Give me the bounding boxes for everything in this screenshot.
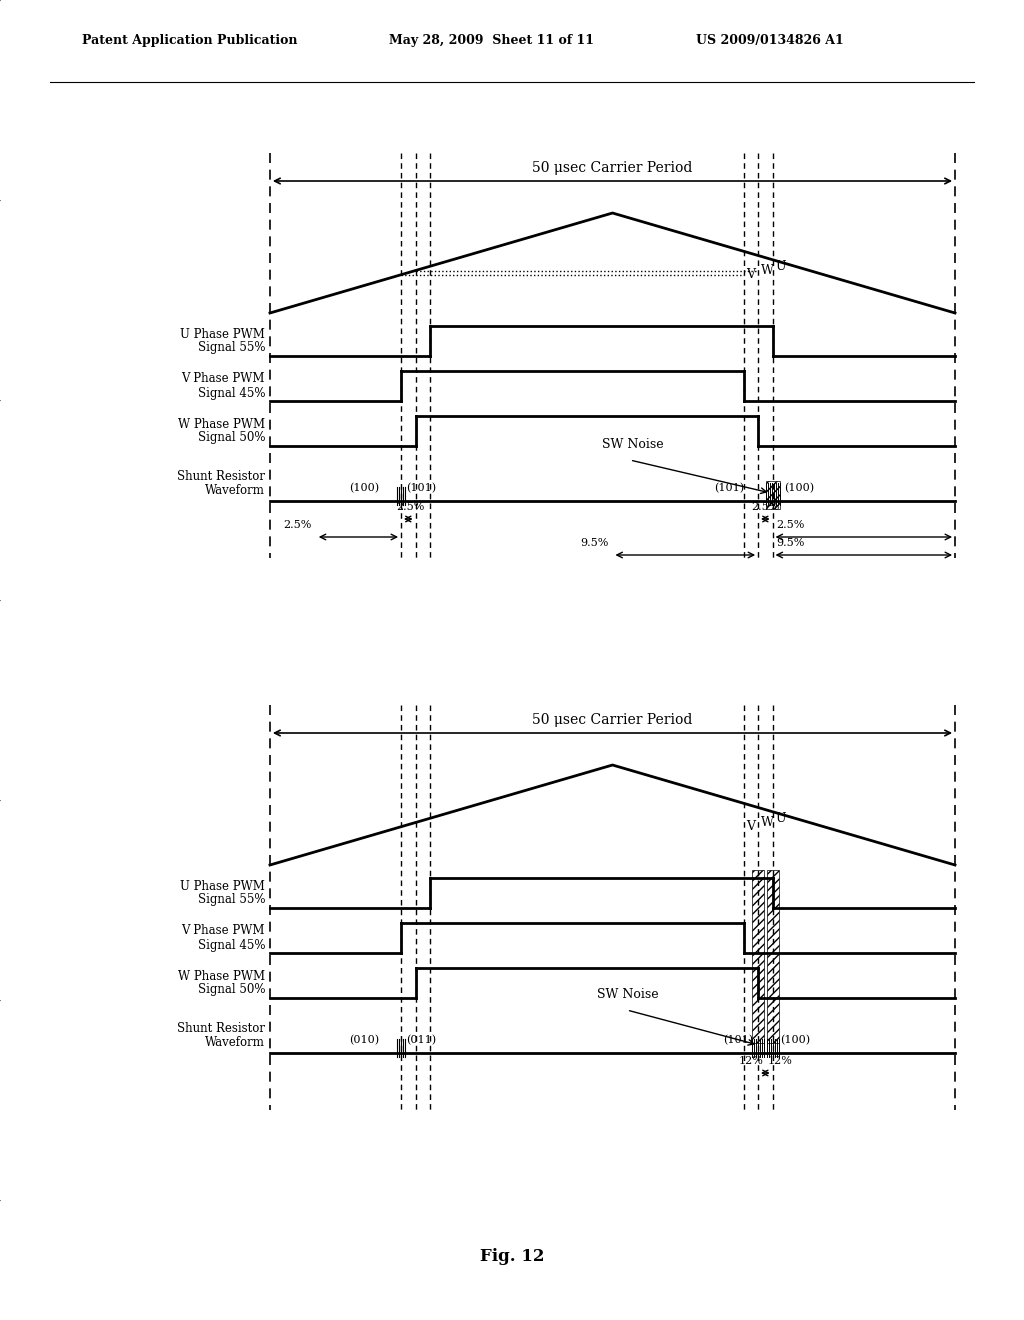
Text: V: V	[746, 820, 756, 833]
Text: V Phase PWM: V Phase PWM	[181, 924, 265, 937]
Text: (011): (011)	[406, 1035, 436, 1045]
Text: 9.5%: 9.5%	[776, 539, 805, 548]
Text: Signal 45%: Signal 45%	[198, 939, 265, 952]
Text: Signal 55%: Signal 55%	[198, 894, 265, 907]
Text: 2.5%: 2.5%	[284, 520, 312, 531]
Text: Patent Application Publication: Patent Application Publication	[82, 34, 297, 48]
Text: 50 μsec Carrier Period: 50 μsec Carrier Period	[532, 161, 692, 176]
Text: V: V	[746, 268, 756, 281]
Text: Fig. 12: Fig. 12	[480, 1247, 544, 1265]
Text: Shunt Resistor: Shunt Resistor	[177, 470, 265, 483]
Text: Signal 50%: Signal 50%	[198, 432, 265, 445]
Bar	[767, 870, 778, 1043]
Text: Waveform: Waveform	[205, 1035, 265, 1048]
Text: (010): (010)	[349, 1035, 379, 1045]
Text: 2.5%: 2.5%	[396, 502, 425, 512]
Text: SW Noise: SW Noise	[597, 987, 658, 1001]
Text: Signal 50%: Signal 50%	[198, 983, 265, 997]
Bar	[766, 480, 779, 510]
Text: U Phase PWM: U Phase PWM	[180, 327, 265, 341]
Text: U: U	[775, 260, 786, 273]
Text: W Phase PWM: W Phase PWM	[178, 969, 265, 982]
Text: (101): (101)	[406, 483, 436, 492]
Text: 2.5%: 2.5%	[776, 520, 805, 531]
Text: 12%: 12%	[738, 1056, 763, 1067]
Text: W: W	[761, 816, 774, 829]
Text: Signal 55%: Signal 55%	[198, 342, 265, 355]
Text: U: U	[775, 812, 786, 825]
Text: Signal 45%: Signal 45%	[198, 387, 265, 400]
Text: W Phase PWM: W Phase PWM	[178, 417, 265, 430]
Bar	[752, 870, 764, 1043]
Text: Waveform: Waveform	[205, 483, 265, 496]
Text: (100): (100)	[784, 483, 815, 492]
Text: (101): (101)	[723, 1035, 753, 1045]
Text: 12%: 12%	[767, 1056, 793, 1067]
Text: (100): (100)	[780, 1035, 811, 1045]
Text: W: W	[761, 264, 774, 277]
Text: U Phase PWM: U Phase PWM	[180, 879, 265, 892]
Text: (100): (100)	[349, 483, 379, 492]
Text: (101): (101)	[715, 483, 744, 492]
Text: 50 μsec Carrier Period: 50 μsec Carrier Period	[532, 713, 692, 727]
Text: V Phase PWM: V Phase PWM	[181, 372, 265, 385]
Text: US 2009/0134826 A1: US 2009/0134826 A1	[696, 34, 844, 48]
Text: 2.5%: 2.5%	[752, 502, 779, 512]
Text: Shunt Resistor: Shunt Resistor	[177, 1022, 265, 1035]
Text: SW Noise: SW Noise	[602, 438, 664, 451]
Text: May 28, 2009  Sheet 11 of 11: May 28, 2009 Sheet 11 of 11	[389, 34, 594, 48]
Text: 9.5%: 9.5%	[581, 539, 608, 548]
